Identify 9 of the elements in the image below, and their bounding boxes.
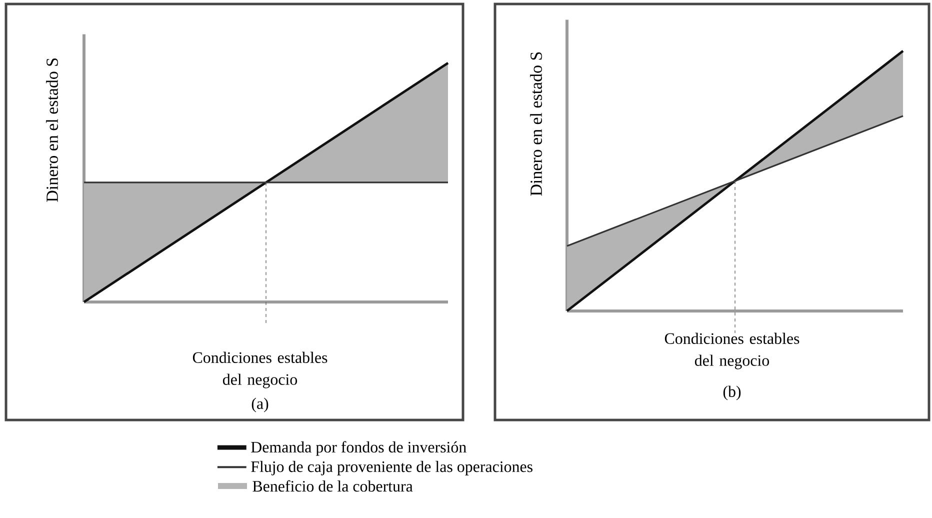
x-axis-title: Condiciones estables del negocio xyxy=(192,352,328,388)
text: (a) xyxy=(252,398,268,412)
text: Beneficio de la cobertura xyxy=(252,480,413,492)
x-axis-title: Condiciones estables del negocio xyxy=(664,332,800,370)
legend-label: Demanda por fondos de inversión xyxy=(251,441,466,456)
text: (b) xyxy=(723,386,741,400)
y-axis-title: Dinero en el estado S xyxy=(46,58,58,202)
y-axis-title: Dinero en el estado S xyxy=(530,52,542,196)
legend-label: Flujo de caja proveniente de las operaciones xyxy=(251,460,532,476)
